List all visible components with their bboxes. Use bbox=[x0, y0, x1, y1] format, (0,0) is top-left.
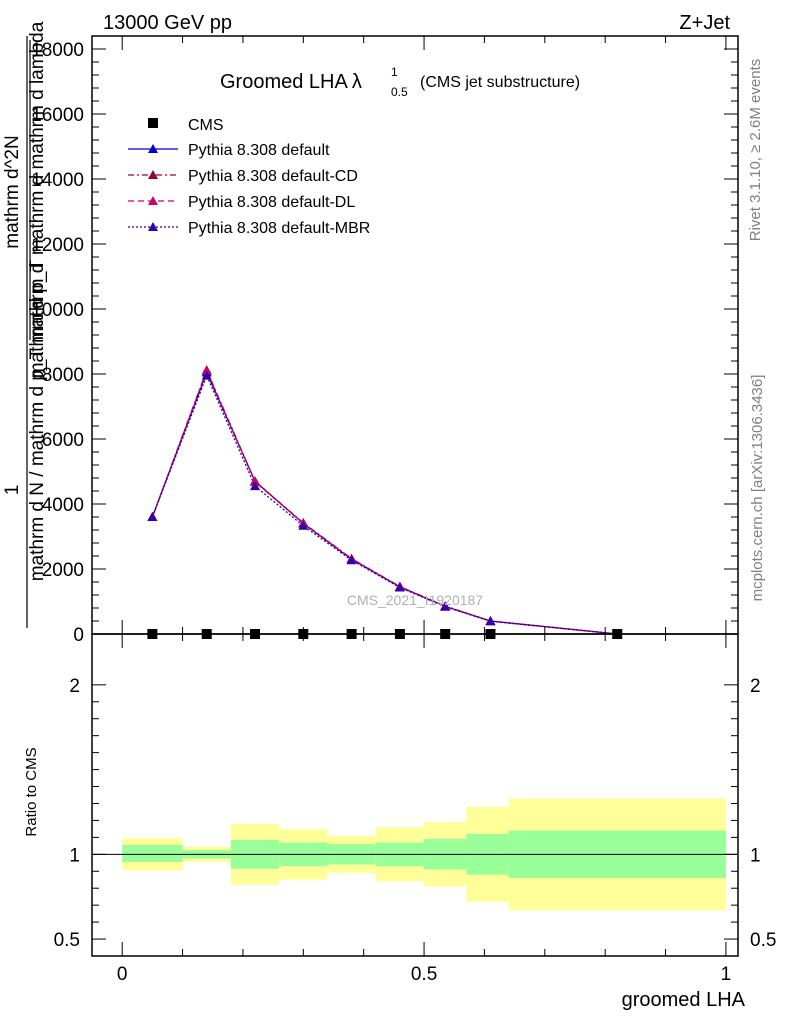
xtick-label: 1 bbox=[721, 964, 732, 985]
legend-label: Pythia 8.308 default-MBR bbox=[188, 220, 370, 237]
main-ytick-label-zero: 0 bbox=[73, 625, 84, 646]
legend-item-cms: CMS bbox=[148, 117, 224, 134]
series-point-3 bbox=[394, 582, 405, 592]
xtick-label: 0.5 bbox=[411, 964, 437, 985]
main-ytick-label: 18000 bbox=[31, 40, 84, 61]
legend-marker bbox=[148, 222, 158, 231]
header-energy: 13000 GeV pp bbox=[103, 12, 232, 34]
ratio-ytick-label-right: 0.5 bbox=[750, 930, 776, 951]
ratio-ytick-label-right: 1 bbox=[750, 845, 761, 866]
main-ytick-label: 8000 bbox=[42, 365, 84, 386]
main-ytick-label: 14000 bbox=[31, 170, 84, 191]
ratio-ytick-label: 1 bbox=[69, 845, 80, 866]
ylabel-one: 1 bbox=[2, 485, 23, 496]
legend-item-2: Pythia 8.308 default-DL bbox=[128, 194, 355, 211]
title-main: Groomed LHA bbox=[220, 71, 348, 93]
series-point-3 bbox=[250, 481, 261, 491]
series-point-3 bbox=[440, 601, 451, 611]
main-panel: 2000 4000 6000 8000 10000 12000 14000 16000 1800… bbox=[2, 21, 739, 646]
rivet-label: Rivet 3.1.10, ≥ 2.6M events bbox=[747, 59, 764, 242]
legend-marker bbox=[148, 196, 158, 205]
ratio-band-green-0 bbox=[122, 844, 183, 862]
title-sub: 0.5 bbox=[391, 85, 408, 99]
main-ticks: 2000 4000 6000 8000 10000 12000 14000 16000 1800… bbox=[31, 36, 738, 646]
x-axis-label: groomed LHA bbox=[622, 989, 746, 1011]
mcplots-label: mcplots.cern.ch [arXiv:1306.3436] bbox=[749, 375, 766, 602]
ylabel-den: mathrm d N / mathrm d p_T mathrm d bbox=[27, 263, 48, 582]
legend-label: Pythia 8.308 default bbox=[188, 142, 330, 159]
series-point-3 bbox=[201, 370, 212, 380]
legend-item-1: Pythia 8.308 default-CD bbox=[128, 168, 358, 185]
title-note: (CMS jet substructure) bbox=[420, 74, 580, 91]
series-point-2 bbox=[201, 365, 212, 375]
ratio-ytick-label-right: 2 bbox=[750, 676, 761, 697]
ratio-ticks: 0.5 0.5 1 1 2 2 0 0.5 1 bbox=[54, 634, 776, 985]
ratio-panel: 0.5 0.5 1 1 2 2 0 0.5 1 Ratio to CMS groomed LHA bbox=[23, 633, 776, 1011]
title-sup: 1 bbox=[391, 65, 398, 79]
ylabel-num: mathrm d^2N bbox=[2, 135, 23, 248]
main-title: Groomed LHA λ 1 0.5 (CMS jet substructure… bbox=[220, 65, 580, 99]
ratio-ylabel: Ratio to CMS bbox=[23, 747, 40, 836]
main-ytick-label: 6000 bbox=[42, 430, 84, 451]
main-ytick-label: 12000 bbox=[31, 235, 84, 256]
legend-marker bbox=[148, 170, 158, 179]
xtick-label: 0 bbox=[117, 964, 128, 985]
legend-item-3: Pythia 8.308 default-MBR bbox=[128, 220, 370, 237]
series-point-3 bbox=[485, 616, 496, 626]
main-ylabel: 1 mathrm d N / mathrm d p_T mathrm d mat… bbox=[2, 21, 48, 628]
legend-label: Pythia 8.308 default-CD bbox=[188, 168, 358, 185]
legend-series: Pythia 8.308 default Pythia 8.308 default… bbox=[128, 142, 370, 237]
series-point-3 bbox=[147, 512, 158, 521]
ratio-ytick-label: 2 bbox=[69, 676, 80, 697]
main-ytick-label: 16000 bbox=[31, 105, 84, 126]
series-point-3 bbox=[298, 520, 309, 530]
watermark: CMS_2021_I1920187 bbox=[347, 592, 483, 608]
ylabel-numden: mathrm d p_T mathrm d mathrm d lambda bbox=[27, 21, 48, 378]
ratio-ytick-label: 0.5 bbox=[54, 930, 80, 951]
legend-label-cms: CMS bbox=[188, 117, 224, 134]
title-lambda: λ bbox=[352, 71, 362, 93]
main-ytick-label: 2000 bbox=[42, 560, 84, 581]
header-process: Z+Jet bbox=[679, 12, 730, 34]
main-ytick-label: 10000 bbox=[31, 300, 84, 321]
series-point-3 bbox=[346, 555, 357, 565]
legend-marker bbox=[148, 144, 158, 153]
main-ytick-label: 4000 bbox=[42, 495, 84, 516]
ratio-frame bbox=[91, 633, 739, 957]
legend-label: Pythia 8.308 default-DL bbox=[188, 194, 355, 211]
legend-item-0: Pythia 8.308 default bbox=[128, 142, 330, 159]
